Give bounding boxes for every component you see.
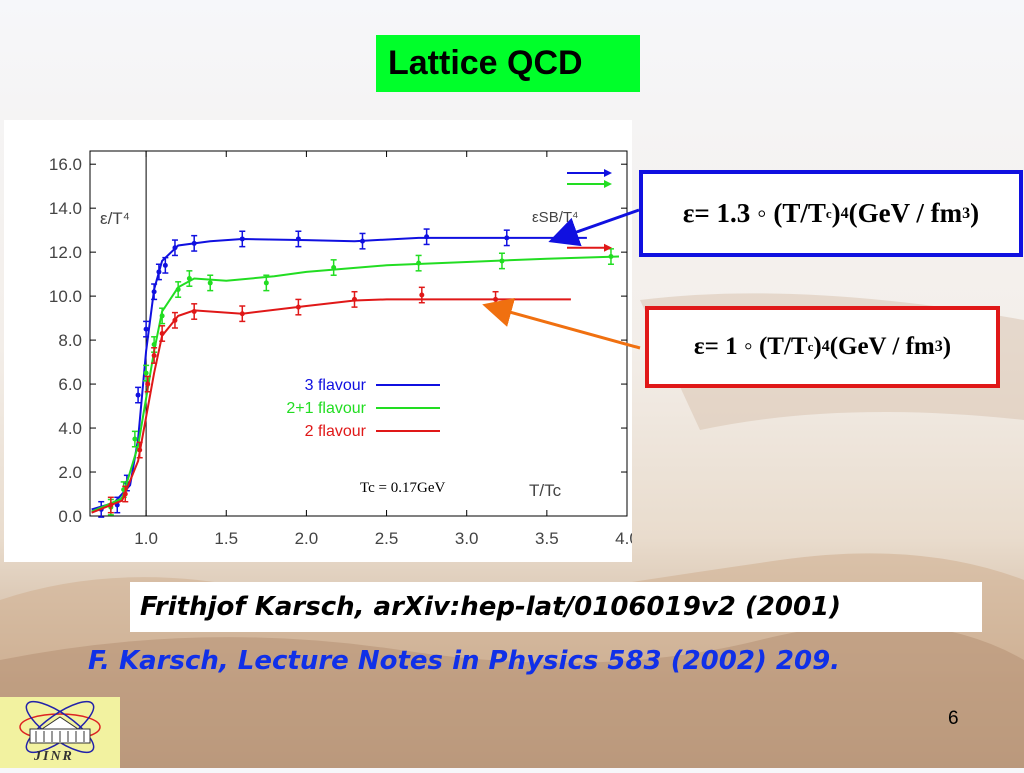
data-point — [151, 341, 157, 347]
formula-2-flavour: ε = 1 ◦ (T/T c ) 4 (GeV / fm 3 ) — [645, 306, 1000, 388]
data-point — [172, 317, 178, 323]
data-point — [156, 269, 162, 275]
formula-sup3: 3 — [962, 204, 971, 222]
x-tick-label: 4.0 — [615, 529, 632, 548]
y-tick-label: 2.0 — [58, 463, 82, 482]
y-tick-label: 16.0 — [49, 155, 82, 174]
x-tick-label: 2.0 — [295, 529, 319, 548]
formula-3-flavour: ε = 1.3 ◦ (T/T c ) 4 (GeV / fm 3 ) — [639, 170, 1023, 257]
data-point — [132, 436, 138, 442]
page-number: 6 — [948, 708, 959, 729]
data-point — [145, 381, 151, 387]
sb-label: εSB/T⁴ — [532, 209, 578, 226]
formula-sup4: 4 — [821, 338, 830, 355]
y-tick-label: 10.0 — [49, 287, 82, 306]
y-tick-label: 12.0 — [49, 243, 82, 262]
data-point — [351, 296, 357, 302]
series-line — [91, 236, 587, 511]
jinr-logo-icon — [19, 700, 101, 754]
data-point — [175, 287, 181, 293]
formula-eps: ε — [693, 333, 705, 360]
data-point — [135, 392, 141, 398]
formula-eps: ε — [682, 198, 695, 228]
chart-panel: 0.0 2.0 4.0 6.0 8.0 10.0 12.0 14.0 16.0 1.0 1.5 2.0… — [4, 120, 632, 562]
data-point — [239, 311, 245, 317]
data-point — [172, 245, 178, 251]
data-point — [186, 276, 192, 282]
y-tick-label: 8.0 — [58, 331, 82, 350]
formula-eq: = 1 ◦ (T/T — [704, 333, 808, 360]
x-tick-label: 1.0 — [134, 529, 158, 548]
sb-arrowhead — [604, 243, 612, 252]
formula-close: ) — [970, 198, 980, 228]
data-point — [504, 235, 510, 241]
data-point — [424, 234, 430, 240]
energy-density-chart: 0.0 2.0 4.0 6.0 8.0 10.0 12.0 14.0 16.0 1.0 1.5 2.0… — [49, 150, 632, 548]
data-point — [143, 370, 149, 376]
slide-title: Lattice QCD — [376, 35, 640, 92]
data-point — [416, 260, 422, 266]
data-point — [295, 304, 301, 310]
logo-label: JINR — [34, 749, 74, 764]
data-point — [360, 238, 366, 244]
data-point — [499, 258, 505, 264]
data-point — [419, 292, 425, 298]
legend-label: 3 flavour — [305, 377, 367, 394]
data-point — [191, 309, 197, 315]
x-tick-label: 3.5 — [535, 529, 559, 548]
jinr-logo: JINR — [0, 697, 120, 768]
formula-pow: ) — [831, 198, 841, 228]
plot-frame — [89, 150, 628, 517]
data-point — [159, 313, 165, 319]
formula-sub: c — [825, 205, 832, 221]
citation-secondary: F. Karsch, Lecture Notes in Physics 583 … — [88, 646, 841, 676]
data-point — [191, 240, 197, 246]
data-point — [122, 491, 128, 497]
formula-sup3: 3 — [934, 338, 943, 355]
data-point — [151, 289, 157, 295]
data-point — [159, 331, 165, 336]
legend-label: 2 flavour — [305, 423, 367, 440]
y-axis-label: ε/T⁴ — [100, 209, 130, 228]
formula-units: (GeV / fm — [848, 198, 963, 228]
citation-primary: Frithjof Karsch, arXiv:hep-lat/0106019v2… — [130, 582, 982, 632]
data-point — [263, 280, 269, 286]
data-point — [137, 447, 143, 453]
formula-pow: ) — [813, 333, 822, 360]
data-point — [108, 502, 114, 508]
data-point — [295, 236, 301, 242]
formula-units: (GeV / fm — [829, 333, 935, 360]
formula-sup4: 4 — [840, 204, 849, 222]
x-axis-label: T/Tc — [529, 481, 562, 500]
data-point — [493, 296, 499, 302]
data-point — [331, 265, 337, 271]
formula-close: ) — [942, 333, 952, 360]
sb-arrowhead — [604, 179, 612, 188]
tc-annotation: Tc = 0.17GeV — [360, 480, 445, 496]
x-tick-label: 1.5 — [214, 529, 238, 548]
x-tick-label: 3.0 — [455, 529, 479, 548]
sb-arrowhead — [604, 168, 612, 177]
y-tick-label: 0.0 — [58, 507, 82, 526]
data-point — [151, 352, 157, 358]
data-point — [162, 262, 168, 268]
data-point — [143, 326, 149, 332]
x-tick-label: 2.5 — [375, 529, 399, 548]
data-point — [207, 280, 213, 286]
formula-sub: c — [807, 339, 814, 354]
y-tick-label: 14.0 — [49, 199, 82, 218]
y-tick-label: 4.0 — [58, 419, 82, 438]
data-point — [239, 236, 245, 242]
data-point — [608, 254, 614, 260]
y-tick-label: 6.0 — [58, 375, 82, 394]
legend-label: 2+1 flavour — [286, 400, 366, 417]
formula-eq: = 1.3 ◦ (T/T — [694, 198, 826, 228]
